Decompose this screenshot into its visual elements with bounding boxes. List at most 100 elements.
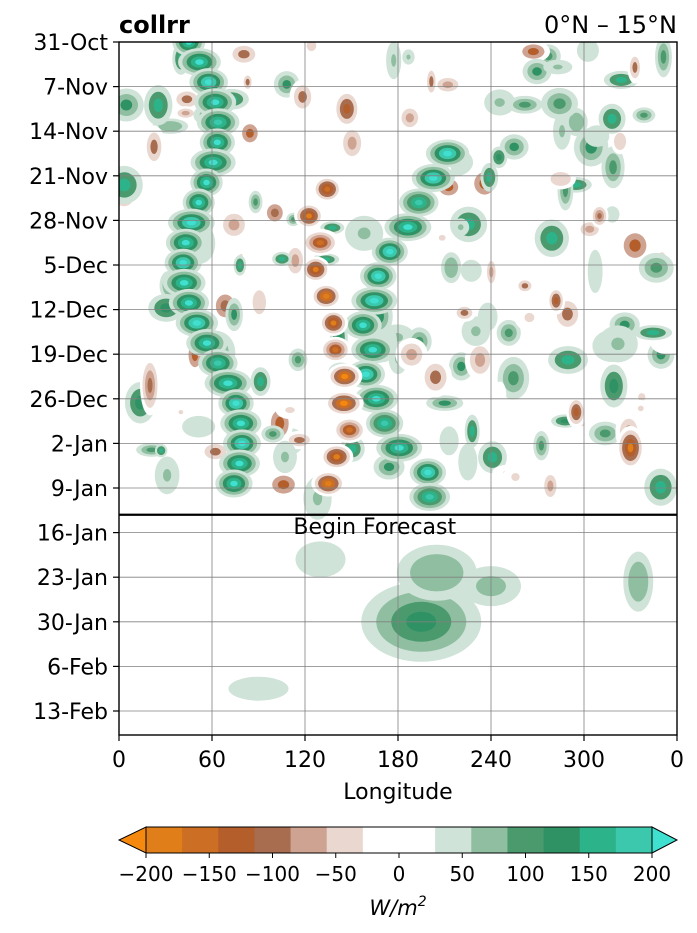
x-axis-ticks: 0 60 120 180 240 300 0 <box>112 735 684 773</box>
suppressed-region <box>316 240 324 246</box>
y-tick-label: 7-Nov <box>43 76 108 101</box>
enhanced-patch <box>561 355 575 365</box>
suppressed-region <box>305 213 312 219</box>
enhanced-patch <box>119 178 131 192</box>
enhanced-region <box>386 248 394 255</box>
suppressed-region <box>597 212 602 219</box>
suppressed-patch <box>405 113 414 123</box>
forecast-enhanced <box>633 571 644 592</box>
plot-area <box>119 42 677 735</box>
suppressed-patch <box>637 405 644 412</box>
enhanced-patch <box>467 267 475 275</box>
enhanced-patch <box>650 262 663 273</box>
suppressed-patch <box>438 234 446 241</box>
suppressed-region <box>573 408 579 417</box>
chart-title-left: collrr <box>119 11 190 39</box>
colorbar-tick-label: 100 <box>506 862 544 886</box>
suppressed-patch <box>661 338 674 347</box>
suppressed-region <box>330 320 337 326</box>
colorbar-tick-label: 150 <box>570 862 608 886</box>
colorbar-segment <box>507 827 545 853</box>
suppressed-patch <box>245 78 250 86</box>
enhanced-patch <box>611 337 625 350</box>
enhanced-patch <box>487 451 498 463</box>
enhanced-region <box>359 322 367 329</box>
suppressed-patch <box>632 62 638 73</box>
suppressed-patch <box>238 50 250 59</box>
enhanced-patch <box>391 54 397 67</box>
y-tick-label: 16-Jan <box>37 522 108 547</box>
colorbar-tick-label: −200 <box>119 862 174 886</box>
enhanced-band <box>195 59 204 65</box>
enhanced-region <box>369 297 379 304</box>
y-tick-label: 9-Jan <box>51 477 108 502</box>
enhanced-band <box>230 480 238 487</box>
suppressed-patch <box>585 225 595 233</box>
enhanced-patch <box>553 98 566 109</box>
enhanced-band <box>213 119 223 126</box>
enhanced-patch <box>447 262 455 273</box>
enhanced-patch <box>584 46 592 55</box>
colorbar-segment <box>362 827 400 853</box>
enhanced-band <box>204 79 213 85</box>
suppressed-patch <box>629 239 641 252</box>
suppressed-patch <box>562 307 573 321</box>
enhanced-patch <box>280 451 289 463</box>
suppressed-patch <box>521 283 529 289</box>
y-tick-label: 21-Nov <box>29 165 108 190</box>
forecast-enhanced <box>243 682 274 695</box>
enhanced-patch <box>494 98 505 107</box>
enhanced-patch <box>496 153 502 161</box>
enhanced-band <box>179 280 189 286</box>
suppressed-patch <box>285 407 295 414</box>
enhanced-patch <box>532 67 542 76</box>
enhanced-patch <box>193 423 205 431</box>
forecast-enhanced <box>423 563 451 583</box>
y-tick-label: 31-Oct <box>33 31 108 56</box>
suppressed-patch <box>246 128 254 138</box>
enhanced-patch <box>546 231 558 245</box>
y-tick-label: 14-Nov <box>29 120 108 145</box>
enhanced-patch <box>146 447 157 453</box>
forecast-suppressed <box>120 545 133 574</box>
enhanced-patch <box>257 376 264 387</box>
enhanced-patch <box>509 142 519 152</box>
enhanced-patch <box>640 112 648 118</box>
y-tick-label: 13-Feb <box>33 700 108 725</box>
suppressed-region <box>332 347 339 353</box>
suppressed-patch <box>445 302 452 310</box>
colorbar-segment <box>471 827 508 853</box>
forecast-enhanced <box>308 550 333 569</box>
enhanced-patch <box>120 99 133 111</box>
enhanced-band <box>203 179 210 186</box>
enhanced-band <box>186 219 197 226</box>
colorbar-segment <box>182 827 219 853</box>
enhanced-patch <box>609 378 619 394</box>
colorbar-tick-label: 50 <box>450 862 475 886</box>
chart-title-right: 0°N – 15°N <box>544 11 677 39</box>
suppressed-patch <box>547 480 554 492</box>
y-tick-label: 26-Dec <box>29 388 108 413</box>
suppressed-patch <box>328 137 334 151</box>
enhanced-patch <box>294 355 302 364</box>
enhanced-patch <box>406 54 411 60</box>
colorbar-tick-label: 0 <box>393 862 406 886</box>
colorbar-label: W/m2 <box>369 894 426 920</box>
suppressed-patch <box>524 312 535 323</box>
y-tick-label: 19-Dec <box>29 343 108 368</box>
suppressed-region <box>339 400 348 406</box>
enhanced-region <box>403 224 413 230</box>
suppressed-region <box>312 266 319 273</box>
enhanced-band <box>184 300 193 306</box>
enhanced-patch <box>484 312 491 322</box>
suppressed-patch <box>270 208 279 218</box>
suppressed-patch <box>474 353 486 367</box>
colorbar-segment <box>399 827 436 853</box>
x-tick-label: 180 <box>377 748 419 773</box>
suppressed-patch <box>527 47 539 56</box>
enhanced-region <box>428 175 438 181</box>
x-tick-label: 240 <box>470 748 512 773</box>
colorbar-label-base: W/m <box>369 896 417 920</box>
enhanced-region <box>414 199 423 206</box>
enhanced-patch <box>592 132 602 140</box>
